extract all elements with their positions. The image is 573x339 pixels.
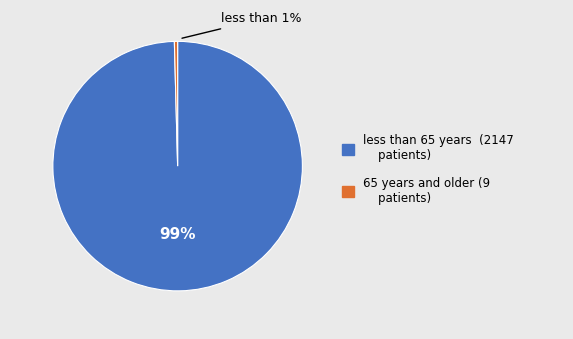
Legend: less than 65 years  (2147
    patients), 65 years and older (9
    patients): less than 65 years (2147 patients), 65 y… <box>338 131 517 208</box>
Text: less than 1%: less than 1% <box>182 13 302 38</box>
Text: 99%: 99% <box>159 227 196 242</box>
Wedge shape <box>53 41 303 291</box>
Wedge shape <box>174 41 178 166</box>
